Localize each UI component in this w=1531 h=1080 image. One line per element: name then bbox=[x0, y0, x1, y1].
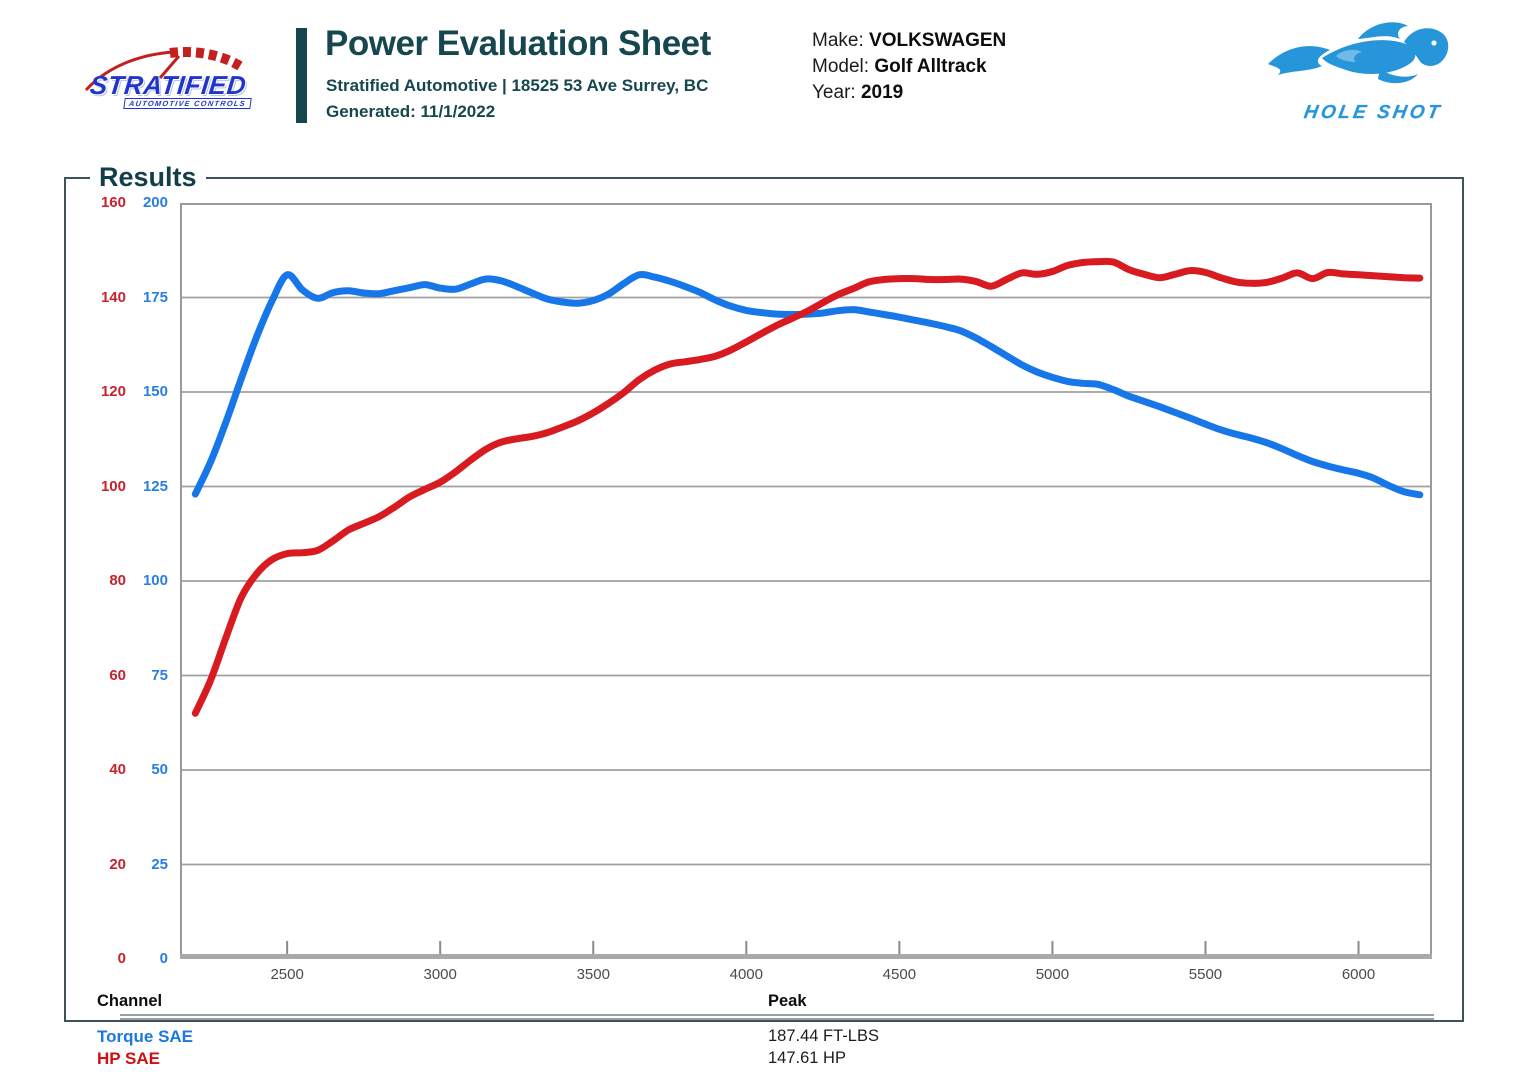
y-axis-label: 150 bbox=[142, 383, 168, 400]
y-axis-label: 125 bbox=[142, 477, 168, 495]
shop-address: Stratified Automotive | 18525 53 Ave Sur… bbox=[326, 76, 709, 95]
model-label: Model: bbox=[812, 56, 870, 77]
curve-hp-sae bbox=[191, 257, 1424, 717]
title-accent-bar bbox=[296, 28, 307, 123]
x-tick-marks bbox=[286, 941, 1360, 954]
vehicle-model-line: Model: Golf Alltrack bbox=[812, 54, 1006, 80]
y-axis-label: 100 bbox=[100, 477, 126, 495]
stratified-logo: STRATIFIED AUTOMOTIVE CONTROLS bbox=[82, 36, 252, 118]
dyno-chart bbox=[180, 203, 1432, 959]
stratified-wordmark: STRATIFIED bbox=[88, 70, 248, 100]
generated-date: Generated: 11/1/2022 bbox=[326, 102, 495, 122]
table-row-hp-channel: HP SAE bbox=[97, 1049, 160, 1068]
holeshot-logo: HOLE SHOT bbox=[1262, 12, 1467, 127]
stratified-tagline: AUTOMOTIVE CONTROLS bbox=[123, 98, 252, 109]
y-axis-label: 0 bbox=[159, 950, 168, 967]
y-axis-label: 20 bbox=[109, 855, 126, 873]
y-axis-label: 160 bbox=[100, 194, 126, 211]
x-axis-bar bbox=[180, 954, 1432, 959]
y-axis-label: 50 bbox=[151, 761, 168, 778]
y-axis-label: 140 bbox=[100, 288, 126, 306]
page-title: Power Evaluation Sheet bbox=[325, 24, 711, 63]
x-axis-label: 5500 bbox=[1188, 966, 1223, 983]
y-axis-label: 60 bbox=[109, 666, 126, 684]
x-axis-label: 3500 bbox=[576, 966, 610, 983]
y-axis-label: 40 bbox=[109, 761, 126, 778]
x-axis-label: 4000 bbox=[729, 966, 763, 983]
holeshot-wordmark: HOLE SHOT bbox=[1302, 102, 1444, 123]
make-label: Make: bbox=[812, 30, 864, 51]
y-axis-label: 120 bbox=[100, 383, 126, 400]
x-axis-label: 6000 bbox=[1341, 966, 1376, 983]
y-axis-label: 0 bbox=[117, 950, 126, 967]
x-axis-label: 3000 bbox=[423, 966, 457, 983]
y-axis-label: 80 bbox=[109, 572, 126, 589]
table-row-hp-peak: 147.61 HP bbox=[768, 1049, 846, 1067]
table-header-separator bbox=[120, 1014, 1434, 1020]
model-value: Golf Alltrack bbox=[874, 56, 987, 77]
table-row-torque-channel: Torque SAE bbox=[97, 1027, 194, 1046]
table-header-channel: Channel bbox=[97, 992, 163, 1010]
generated-label: Generated: bbox=[326, 102, 416, 121]
y-axis-label: 100 bbox=[142, 572, 168, 589]
generated-value: 11/1/2022 bbox=[420, 102, 496, 121]
year-value: 2019 bbox=[860, 82, 904, 103]
vehicle-info: Make: VOLKSWAGEN Model: Golf Alltrack Ye… bbox=[812, 28, 1006, 106]
table-row-torque-peak: 187.44 FT-LBS bbox=[768, 1027, 879, 1045]
y-axis-label: 175 bbox=[142, 288, 168, 306]
vehicle-year-line: Year: 2019 bbox=[812, 80, 1006, 106]
vehicle-make-line: Make: VOLKSWAGEN bbox=[812, 28, 1006, 54]
x-axis-label: 4500 bbox=[882, 966, 917, 983]
y-axis-label: 25 bbox=[151, 855, 168, 873]
results-groupbox: Results bbox=[64, 162, 1464, 1022]
flaming-horse-icon bbox=[1268, 22, 1449, 84]
make-value: VOLKSWAGEN bbox=[869, 30, 1007, 51]
year-label: Year: bbox=[812, 82, 856, 103]
table-header-peak: Peak bbox=[768, 992, 807, 1010]
x-axis-label: 5000 bbox=[1035, 966, 1070, 983]
y-axis-label: 75 bbox=[151, 666, 168, 684]
results-legend: Results bbox=[99, 162, 197, 192]
x-axis-label: 2500 bbox=[270, 966, 304, 983]
gridlines bbox=[180, 296, 1432, 866]
tachometer-sweep-icon bbox=[84, 47, 243, 92]
y-axis-label: 200 bbox=[142, 194, 168, 211]
